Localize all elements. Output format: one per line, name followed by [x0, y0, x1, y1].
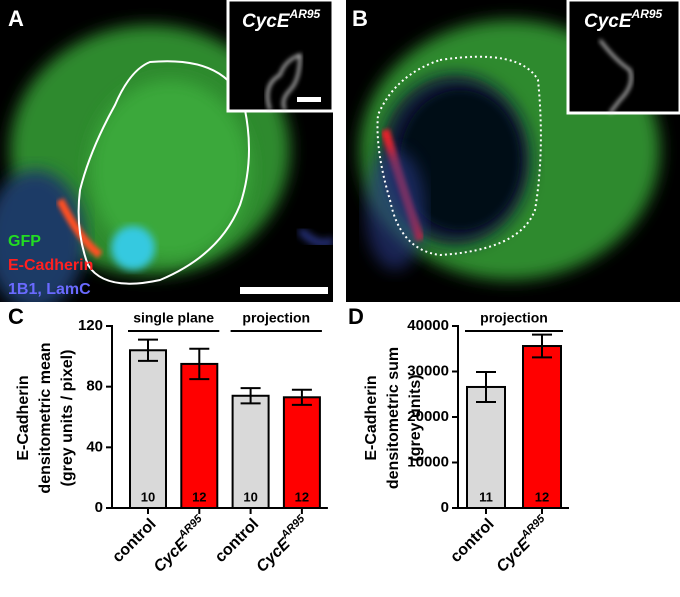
category-name: CycE [494, 535, 535, 576]
category-superscript: AR95 [278, 512, 308, 542]
error-bar [189, 347, 210, 381]
group-label: projection [242, 310, 310, 326]
y-axis-label: densitometric mean [37, 342, 54, 493]
y-axis-label: E-Cadherin [363, 375, 380, 460]
y-tick-label: 0 [441, 499, 449, 516]
y-tick-label: 80 [86, 378, 103, 395]
panel-label: A [8, 6, 24, 31]
panel-label: D [348, 304, 364, 329]
channel-label: 1B1, LamC [8, 281, 91, 298]
group-label: projection [480, 310, 548, 326]
sample-size: 10 [141, 489, 155, 504]
error-bar [138, 338, 158, 362]
bar [180, 362, 219, 509]
panel-label: C [8, 304, 24, 329]
y-tick-label: 30000 [407, 362, 449, 379]
panel-label: B [352, 6, 368, 31]
y-axis-label: E-Cadherin [15, 375, 32, 460]
error-bar [532, 333, 552, 359]
y-tick-label: 40000 [407, 317, 449, 334]
y-axis-label: densitometric sum [385, 347, 402, 489]
channel-label: GFP [8, 233, 41, 250]
x-tick-label: CycEAR95 [491, 512, 555, 576]
channel-label: E-Cadherin [8, 257, 93, 274]
category-name: control [447, 516, 497, 566]
inset-label: CycEAR95 [584, 7, 663, 32]
group-label: single plane [133, 310, 214, 326]
x-tick-label: control [109, 516, 159, 566]
y-tick-label: 10000 [407, 453, 449, 470]
category-name: CycE [151, 535, 192, 576]
error-bar [240, 387, 261, 405]
category-name: CycE [253, 535, 294, 576]
y-axis-label: (grey units / pixel) [59, 350, 76, 487]
y-tick-label: 0 [95, 499, 103, 516]
sample-size: 12 [192, 489, 206, 504]
y-tick-label: 120 [78, 317, 103, 334]
y-axis-label: (grey units) [407, 374, 424, 461]
x-tick-label: CycEAR95 [250, 512, 314, 576]
sample-size: 12 [295, 489, 309, 504]
sample-size: 12 [535, 489, 549, 504]
sample-size: 10 [243, 489, 257, 504]
x-tick-label: control [447, 516, 497, 566]
category-name: control [212, 516, 262, 566]
error-bar [291, 388, 312, 406]
bar [466, 385, 506, 509]
sample-size: 11 [479, 489, 493, 504]
y-tick-label: 20000 [407, 408, 449, 425]
inset-a [226, 0, 335, 113]
micrograph-b [346, 0, 680, 302]
inset-label: CycEAR95 [242, 7, 321, 32]
category-superscript: AR95 [175, 512, 205, 542]
bar [522, 345, 562, 509]
bar [129, 349, 167, 509]
error-bar [476, 370, 496, 403]
category-name: control [109, 516, 159, 566]
category-superscript: AR95 [518, 512, 548, 542]
charts: C E-Cadherin densitometric mean (grey units… [8, 304, 569, 576]
x-tick-label: CycEAR95 [148, 512, 212, 576]
x-tick-label: control [212, 516, 262, 566]
y-tick-label: 40 [86, 438, 103, 455]
